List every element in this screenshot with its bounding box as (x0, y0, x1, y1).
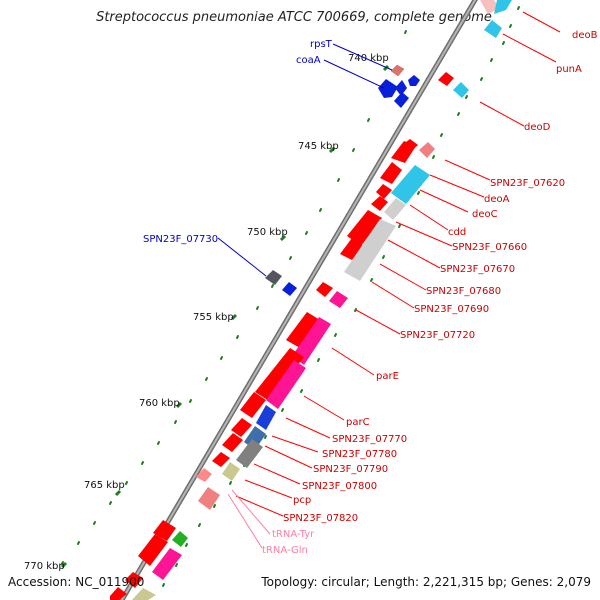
feature-SPN23F_07730 (265, 270, 282, 285)
reverse-strand-features (265, 64, 420, 296)
label-tRNA-Gln[interactable]: tRNA-Gln (262, 545, 308, 556)
scale-label-765: 765 kbp (84, 480, 125, 491)
accession-text: Accession: NC_011900 (8, 575, 144, 589)
genome-backbone (119, 0, 478, 600)
scale-label-755: 755 kbp (193, 312, 234, 323)
trna-label-leaders (227, 489, 271, 549)
label-SPN23F_07800[interactable]: SPN23F_07800 (302, 481, 377, 492)
label-SPN23F_07690[interactable]: SPN23F_07690 (414, 304, 489, 315)
label-parC[interactable]: parC (346, 417, 370, 428)
label-SPN23F_07790[interactable]: SPN23F_07790 (313, 464, 388, 475)
reverse-gene-labels: rpsT coaA SPN23F_07730 (143, 39, 333, 245)
label-pcp[interactable]: pcp (293, 495, 311, 506)
label-rpsT[interactable]: rpsT (310, 39, 333, 50)
label-SPN23F_07720[interactable]: SPN23F_07720 (400, 330, 475, 341)
scale-label-750: 750 kbp (247, 227, 288, 238)
label-SPN23F_07660[interactable]: SPN23F_07660 (452, 242, 527, 253)
label-coaA[interactable]: coaA (296, 55, 321, 66)
feature-rpsT (390, 64, 405, 77)
label-SPN23F_07670[interactable]: SPN23F_07670 (440, 264, 515, 275)
label-deoA[interactable]: deoA (484, 194, 510, 205)
kbp-scale: 740 kbp 745 kbp 750 kbp 755 kbp 760 kbp … (24, 53, 390, 572)
forward-label-leaders (235, 11, 561, 517)
label-punA[interactable]: punA (556, 64, 582, 75)
feature-coaA (378, 79, 398, 98)
label-SPN23F_07780[interactable]: SPN23F_07780 (322, 449, 397, 460)
scale-label-770: 770 kbp (24, 561, 65, 572)
scale-label-745: 745 kbp (298, 141, 339, 152)
label-SPN23F_07730[interactable]: SPN23F_07730 (143, 234, 218, 245)
label-SPN23F_07770[interactable]: SPN23F_07770 (332, 434, 407, 445)
forward-strand-features (110, 0, 512, 600)
kbp-tick-dots (61, 6, 520, 587)
label-SPN23F_07680[interactable]: SPN23F_07680 (426, 286, 501, 297)
reverse-label-leaders (217, 43, 393, 277)
label-tRNA-Tyr[interactable]: tRNA-Tyr (272, 529, 315, 540)
label-SPN23F_07820[interactable]: SPN23F_07820 (283, 513, 358, 524)
genome-summary-text: Topology: circular; Length: 2,221,315 bp… (260, 575, 591, 589)
trna-labels: tRNA-Tyr tRNA-Gln (262, 529, 315, 556)
forward-gene-labels: deoB punA deoD SPN23F_07620 deoA deoC cd… (283, 30, 598, 524)
scale-label-760: 760 kbp (139, 398, 180, 409)
label-SPN23F_07620[interactable]: SPN23F_07620 (490, 178, 565, 189)
map-title: Streptococcus pneumoniae ATCC 700669, co… (96, 10, 492, 25)
label-parE[interactable]: parE (376, 371, 399, 382)
label-deoD[interactable]: deoD (524, 122, 551, 133)
label-deoB[interactable]: deoB (572, 30, 598, 41)
scale-label-740: 740 kbp (348, 53, 389, 64)
label-cdd[interactable]: cdd (448, 227, 466, 238)
label-deoC[interactable]: deoC (472, 209, 498, 220)
